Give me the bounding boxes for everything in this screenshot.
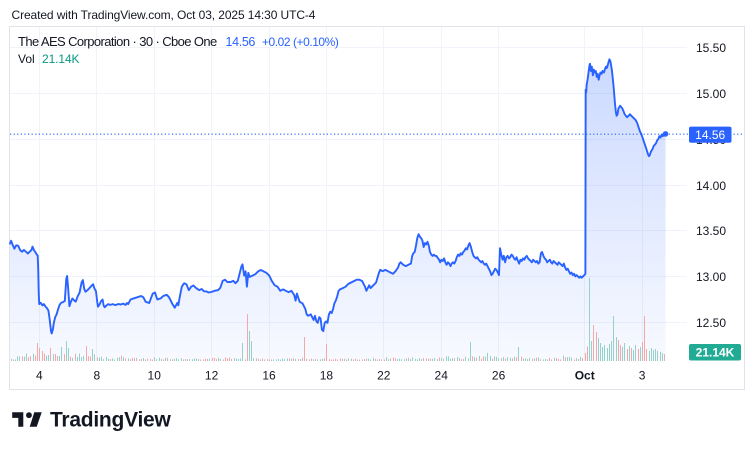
svg-text:4: 4 — [36, 369, 43, 383]
svg-text:26: 26 — [492, 369, 506, 383]
svg-text:14.56: 14.56 — [226, 35, 256, 49]
svg-text:TradingView: TradingView — [50, 409, 171, 432]
svg-text:Vol: Vol — [18, 52, 35, 66]
svg-text:16: 16 — [262, 369, 276, 383]
svg-text:13.00: 13.00 — [696, 270, 726, 284]
svg-text:13.50: 13.50 — [696, 224, 726, 238]
svg-text:21.14K: 21.14K — [42, 52, 80, 66]
svg-text:15.00: 15.00 — [696, 87, 726, 101]
svg-text:14.56: 14.56 — [695, 128, 725, 142]
svg-text:14.00: 14.00 — [696, 179, 726, 193]
svg-text:21.14K: 21.14K — [696, 346, 735, 360]
svg-text:Created with TradingView.com,: Created with TradingView.com, Oct 03, 20… — [12, 8, 316, 22]
svg-text:10: 10 — [148, 369, 162, 383]
svg-text:18: 18 — [320, 369, 334, 383]
svg-text:12.50: 12.50 — [696, 316, 726, 330]
svg-text:+0.02 (+0.10%): +0.02 (+0.10%) — [262, 35, 339, 49]
svg-text:3: 3 — [639, 369, 646, 383]
svg-text:24: 24 — [435, 369, 449, 383]
svg-text:The AES Corporation · 30 · Cbo: The AES Corporation · 30 · Cboe One — [18, 34, 217, 49]
svg-text:8: 8 — [93, 369, 100, 383]
svg-text:15.50: 15.50 — [696, 41, 726, 55]
svg-text:12: 12 — [205, 369, 219, 383]
svg-text:Oct: Oct — [575, 369, 595, 383]
svg-text:22: 22 — [377, 369, 391, 383]
